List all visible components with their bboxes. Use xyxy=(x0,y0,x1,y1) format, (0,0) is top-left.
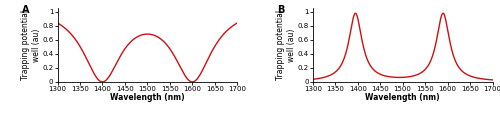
X-axis label: Wavelength (nm): Wavelength (nm) xyxy=(366,93,440,102)
Text: A: A xyxy=(22,4,29,15)
Y-axis label: Trapping potential
well (au): Trapping potential well (au) xyxy=(20,10,40,80)
Text: B: B xyxy=(277,4,284,15)
X-axis label: Wavelength (nm): Wavelength (nm) xyxy=(110,93,184,102)
Y-axis label: Trapping potential
well (au): Trapping potential well (au) xyxy=(276,10,296,80)
